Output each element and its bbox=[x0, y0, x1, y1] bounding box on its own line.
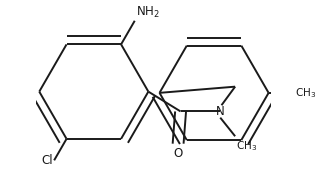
Text: CH$_3$: CH$_3$ bbox=[236, 139, 258, 153]
Text: NH$_2$: NH$_2$ bbox=[136, 4, 160, 19]
Text: N: N bbox=[216, 105, 225, 118]
Text: CH$_3$: CH$_3$ bbox=[295, 86, 316, 100]
Text: Cl: Cl bbox=[41, 154, 53, 167]
Text: O: O bbox=[173, 147, 183, 160]
